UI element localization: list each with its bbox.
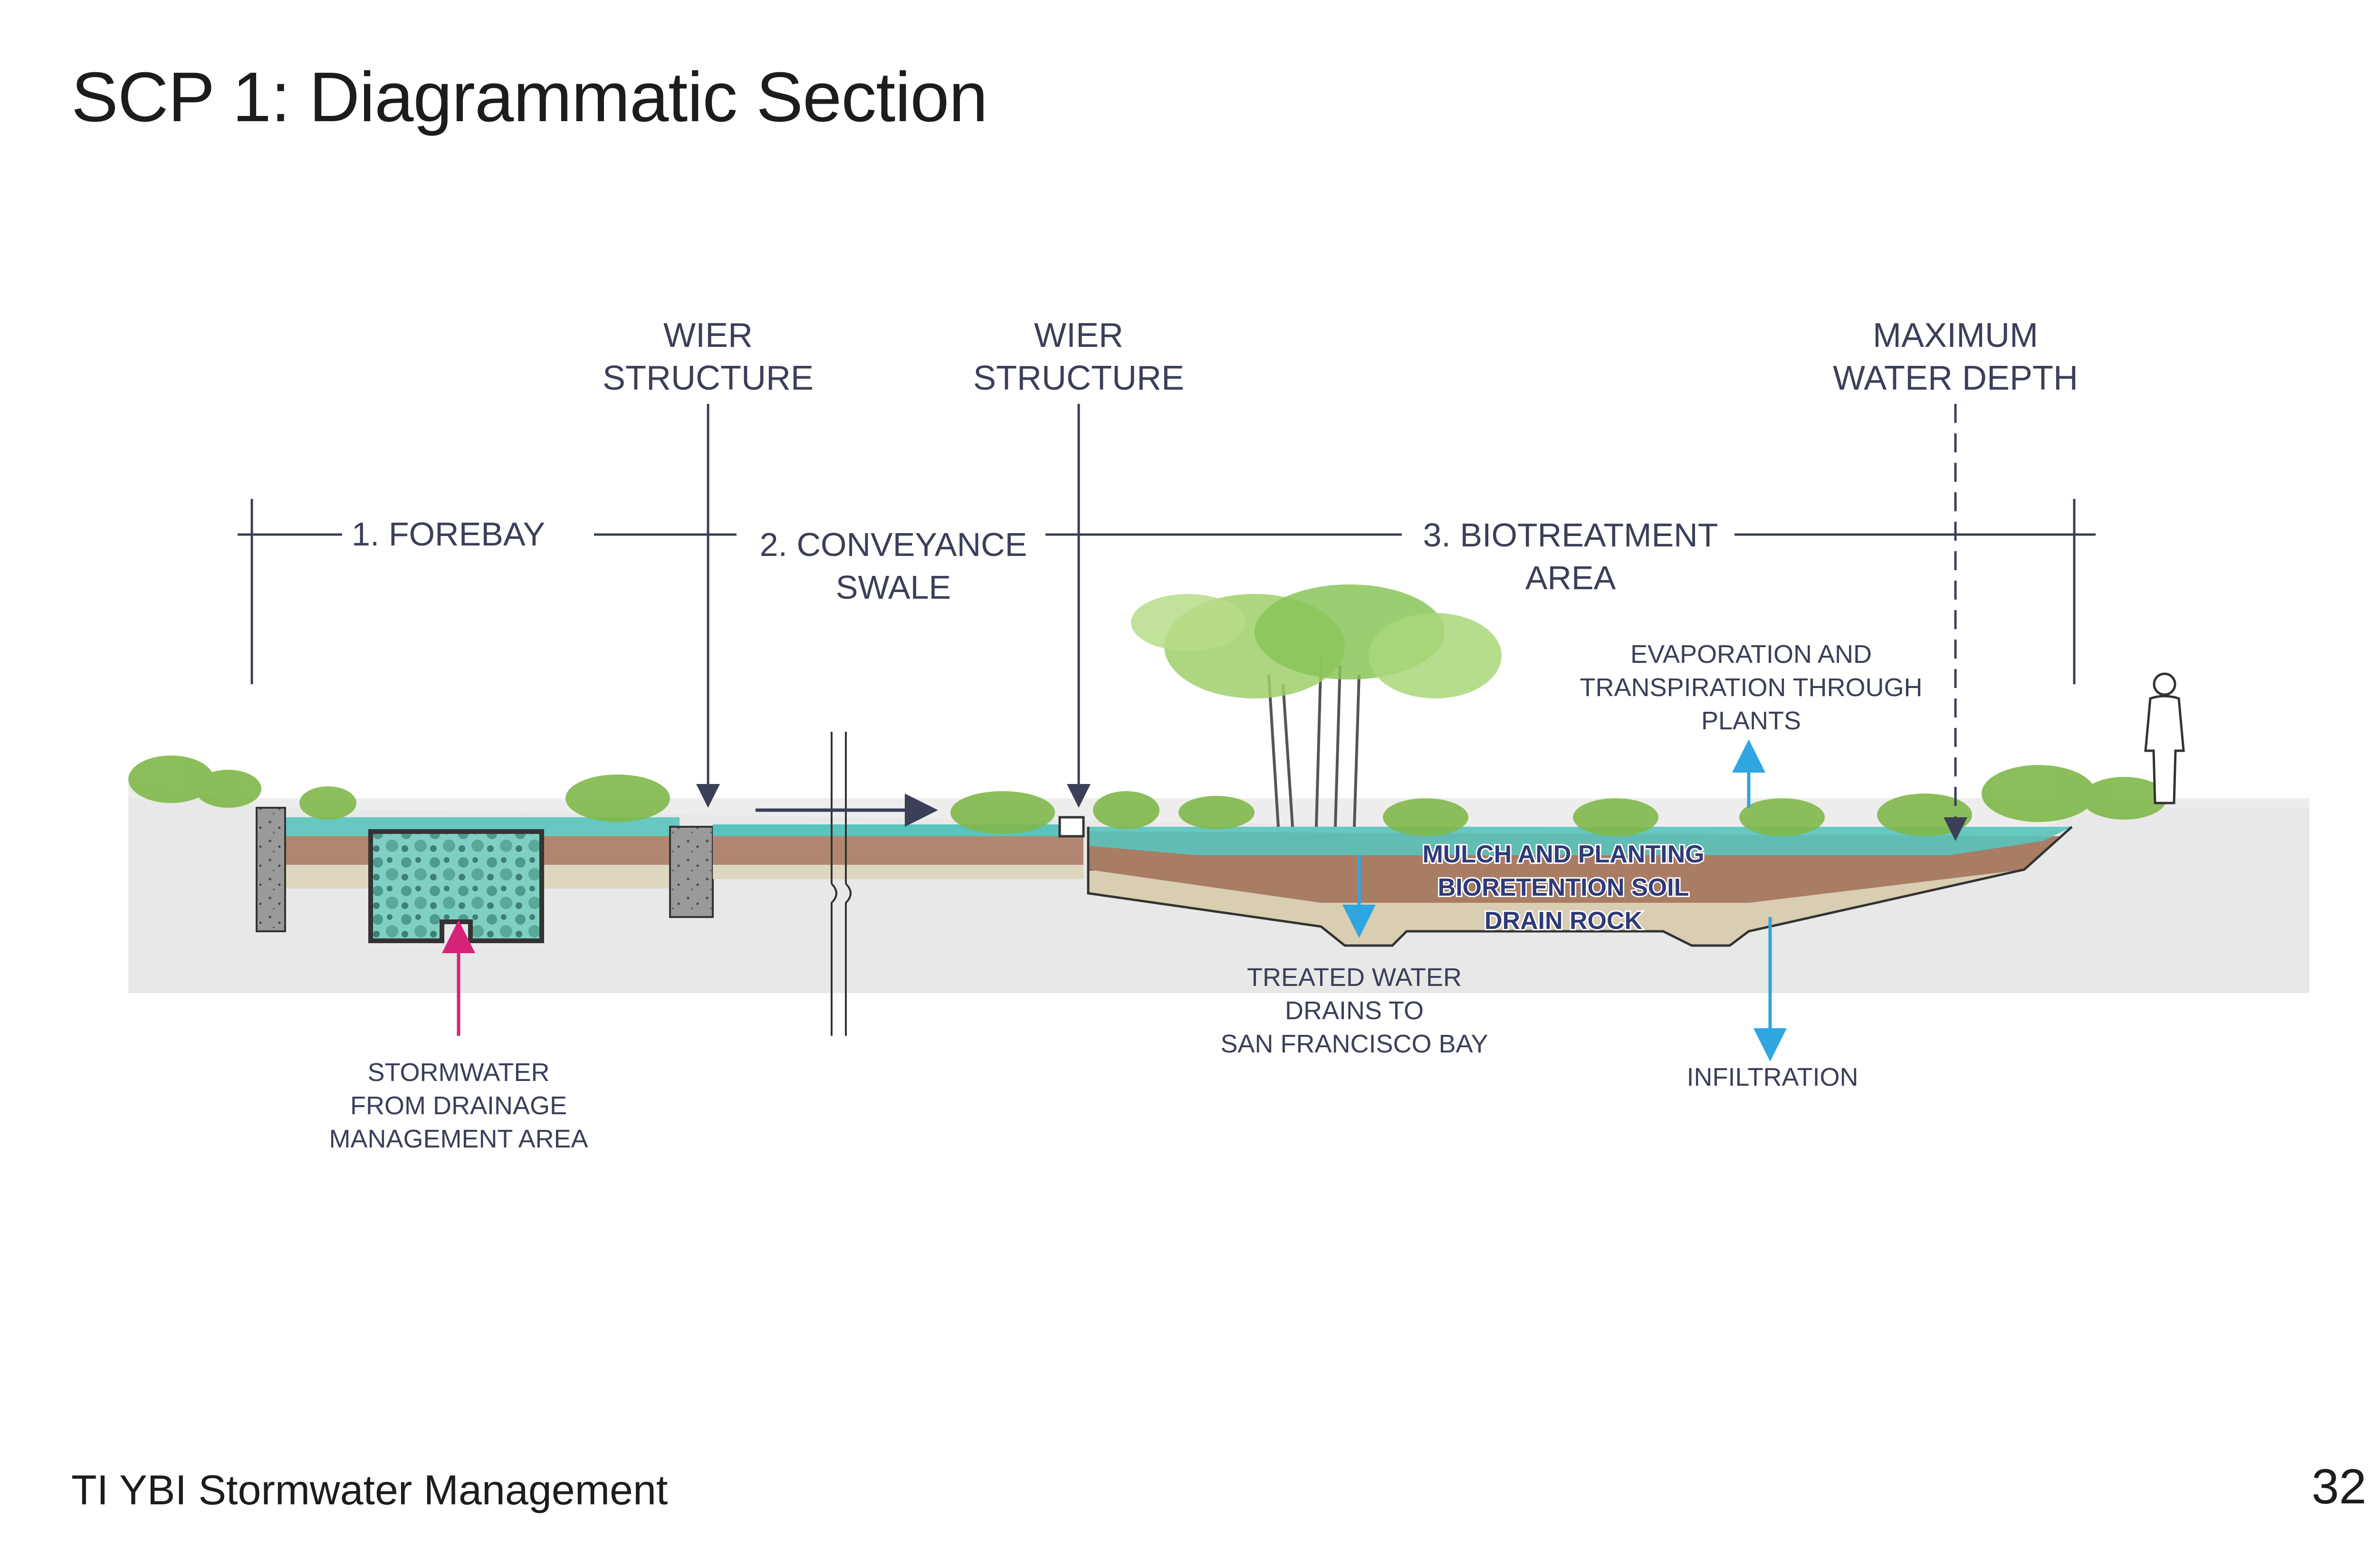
plantings <box>128 755 2167 836</box>
stormwater-label-3: MANAGEMENT AREA <box>329 1125 588 1153</box>
treated-label-3: SAN FRANCISCO BAY <box>1220 1030 1488 1058</box>
infiltration-label: INFILTRATION <box>1687 1063 1859 1091</box>
layer-label-rock: DRAIN ROCK <box>1485 907 1643 935</box>
zone-label-biotreatment-1: 3. BIOTREATMENT <box>1423 516 1718 554</box>
evap-label-2: TRANSPIRATION THROUGH <box>1580 673 1922 702</box>
treated-label-2: DRAINS TO <box>1285 996 1424 1025</box>
section-break-line <box>831 732 852 1036</box>
zone-label-biotreatment-2: AREA <box>1525 559 1616 596</box>
wier1-label-2: STRUCTURE <box>603 359 814 397</box>
wier-box <box>1058 816 1085 838</box>
wier2-label-1: WIER <box>1034 316 1123 354</box>
zone-label-conveyance-2: SWALE <box>836 569 951 606</box>
page-number: 32 <box>2311 1459 2366 1514</box>
wier2-label-2: STRUCTURE <box>973 359 1184 397</box>
max-depth-label-1: MAXIMUM <box>1873 316 2038 354</box>
wier1-label-1: WIER <box>663 316 753 354</box>
basin-outline <box>1087 826 2073 947</box>
mulch-water-layer <box>1088 827 2072 855</box>
evap-label-1: EVAPORATION AND <box>1630 640 1872 669</box>
person-silhouette-icon <box>2144 672 2185 804</box>
layer-label-mulch: MULCH AND PLANTING <box>1422 841 1704 868</box>
tree-group <box>1131 584 1502 827</box>
page-title: SCP 1: Diagrammatic Section <box>71 58 988 136</box>
max-depth-label-2: WATER DEPTH <box>1833 359 2078 397</box>
treated-label-1: TREATED WATER <box>1247 963 1462 992</box>
forebay-wall-left <box>256 807 286 932</box>
layer-label-soil: BIORETENTION SOIL <box>1438 874 1689 901</box>
zone-label-conveyance-1: 2. CONVEYANCE <box>760 526 1027 563</box>
bioretention-soil-lower <box>1088 870 2024 903</box>
footer-document-title: TI YBI Stormwater Management <box>71 1466 668 1513</box>
stormwater-label-1: STORMWATER <box>368 1058 550 1087</box>
stormwater-label-2: FROM DRAINAGE <box>350 1091 567 1120</box>
zone-label-forebay: 1. FOREBAY <box>352 516 545 553</box>
swale-soil <box>713 836 1083 865</box>
swale-sand <box>713 865 1083 879</box>
zone-dimension-lines <box>238 499 2096 684</box>
forebay-wall-right <box>669 826 714 918</box>
evap-label-3: PLANTS <box>1701 707 1801 735</box>
